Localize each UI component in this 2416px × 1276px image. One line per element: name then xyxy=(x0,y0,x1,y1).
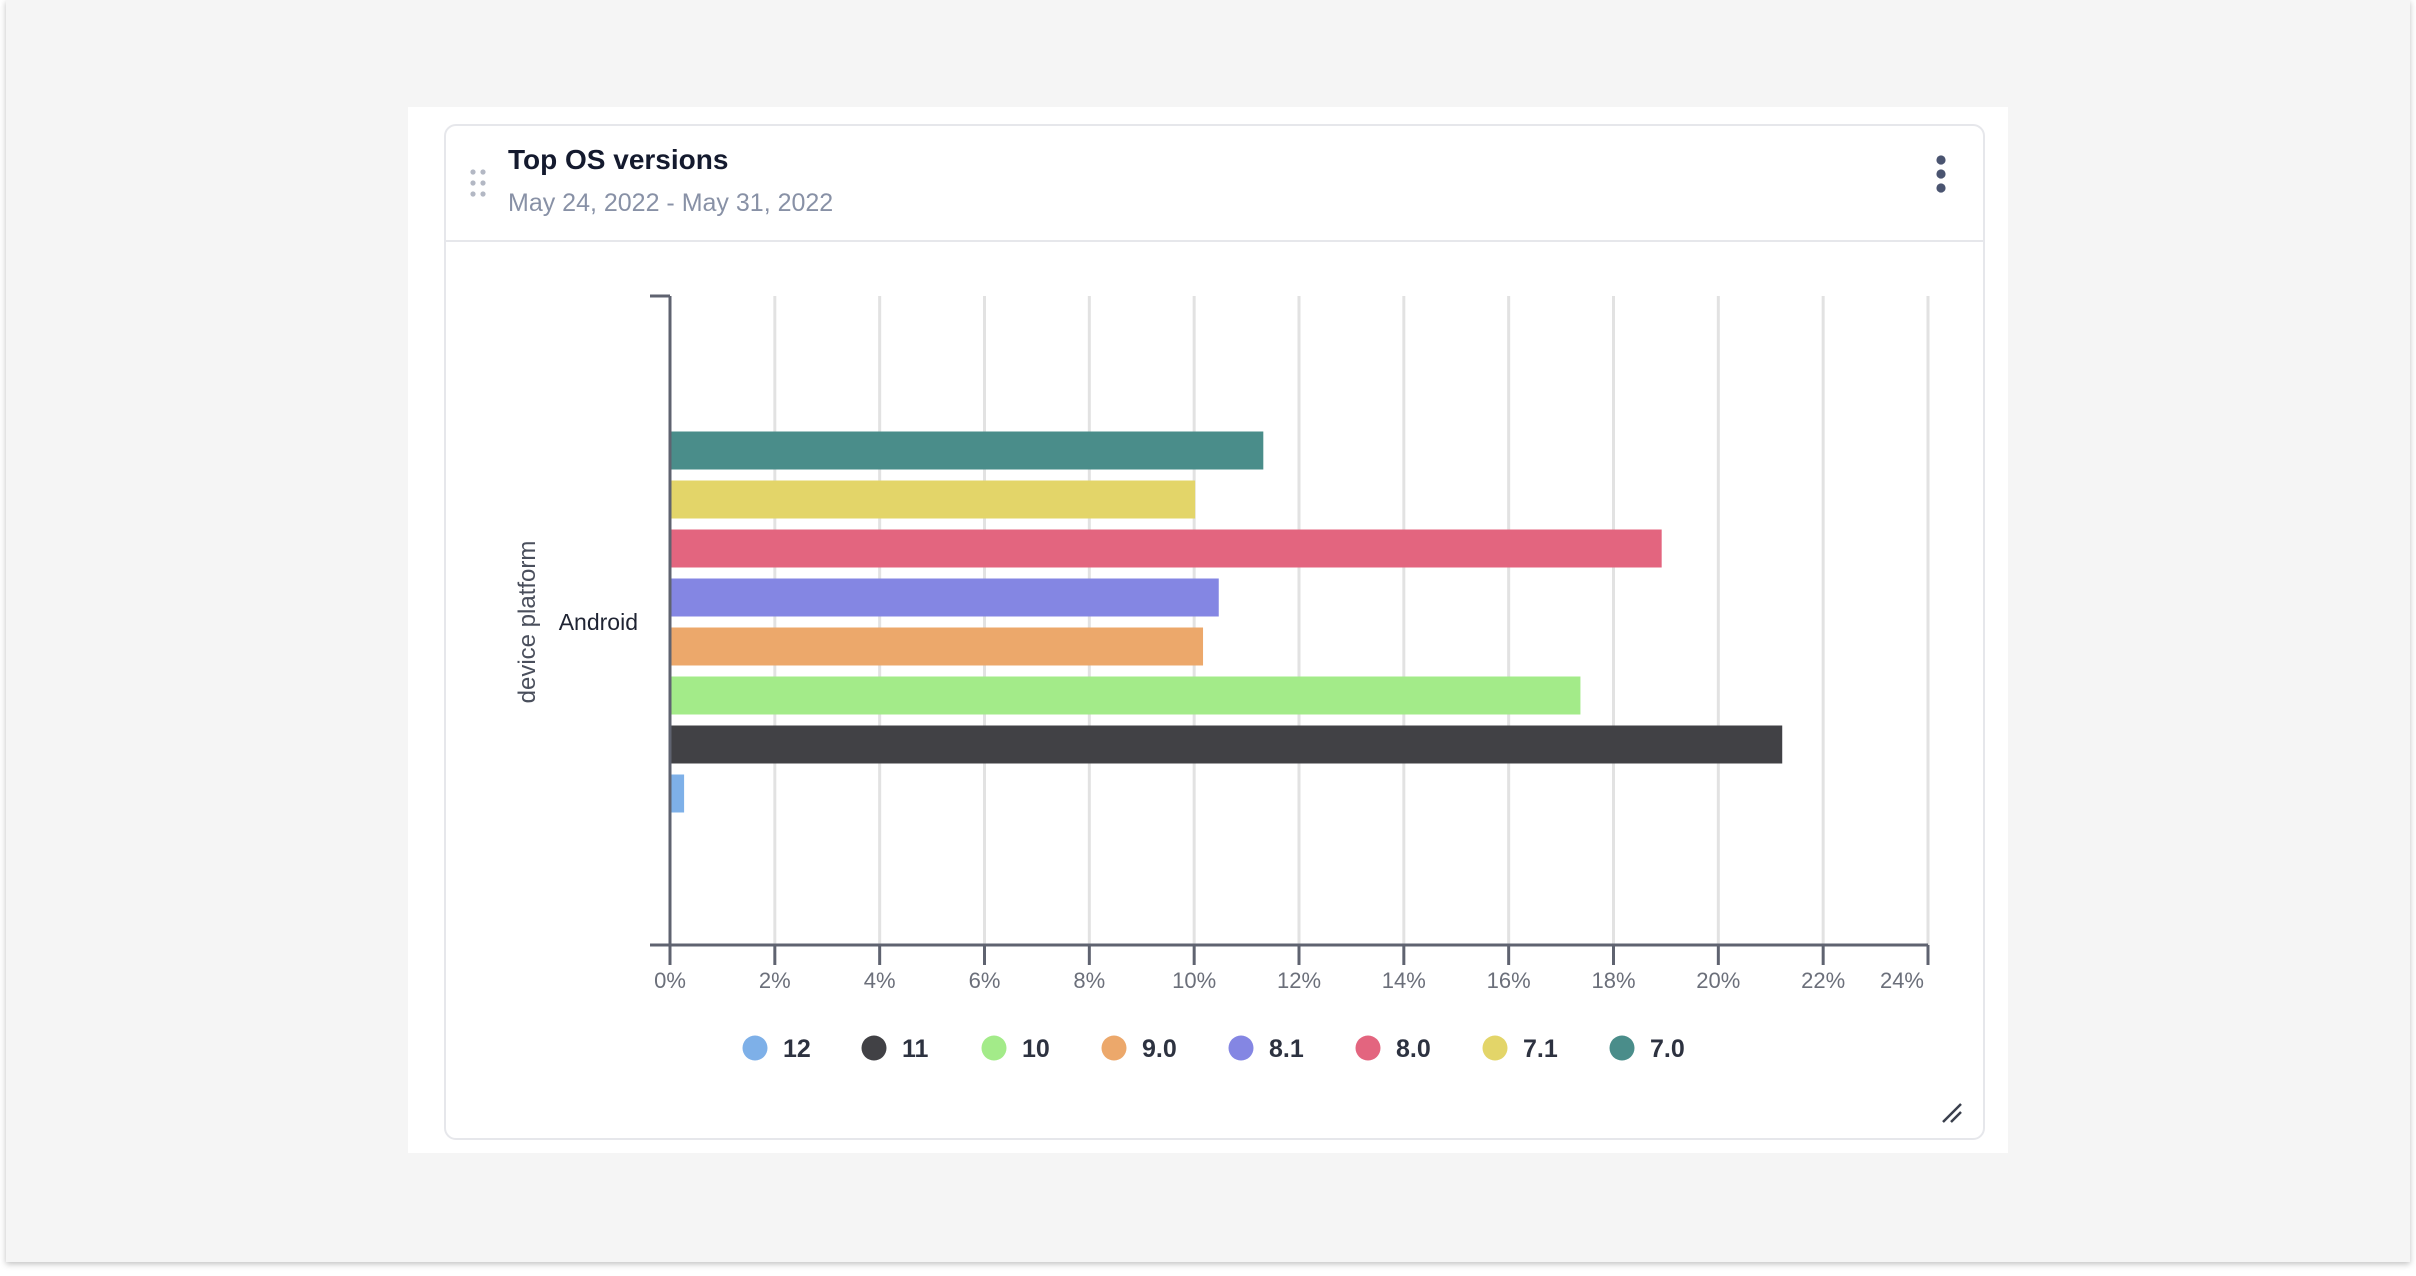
x-tick-label-20: 20% xyxy=(1696,968,1740,993)
x-tick-label-0: 0% xyxy=(654,968,686,993)
legend-swatch-12 xyxy=(742,1035,768,1061)
bar-7-0 xyxy=(671,431,1264,470)
legend-label-8-0: 8.0 xyxy=(1396,1035,1431,1063)
x-tick-label-4: 4% xyxy=(864,968,896,993)
x-tick-label-14: 14% xyxy=(1382,968,1426,993)
legend-label-10: 10 xyxy=(1022,1035,1050,1063)
legend-swatch-10 xyxy=(981,1035,1007,1061)
x-tick-label-22: 22% xyxy=(1801,968,1845,993)
x-tick-label-8: 8% xyxy=(1073,968,1105,993)
legend-label-8-1: 8.1 xyxy=(1269,1035,1304,1063)
bar-11 xyxy=(671,725,1783,764)
legend-swatch-9-0 xyxy=(1101,1035,1127,1061)
legend-swatch-7-0 xyxy=(1609,1035,1635,1061)
legend-label-7-1: 7.1 xyxy=(1523,1035,1558,1063)
drag-handle-icon[interactable] xyxy=(469,168,487,198)
x-tick-label-2: 2% xyxy=(759,968,791,993)
bar-7-1 xyxy=(671,480,1196,519)
bar-12 xyxy=(671,774,685,813)
legend-swatch-7-1 xyxy=(1482,1035,1508,1061)
legend-label-12: 12 xyxy=(783,1035,811,1063)
resize-handle-icon[interactable] xyxy=(1941,1102,1963,1124)
bar-9-0 xyxy=(671,627,1204,666)
x-tick-label-16: 16% xyxy=(1487,968,1531,993)
legend-swatch-8-1 xyxy=(1228,1035,1254,1061)
card-header: Top OS versions May 24, 2022 - May 31, 2… xyxy=(446,126,1983,242)
legend-label-9-0: 9.0 xyxy=(1142,1035,1177,1063)
legend-label-11: 11 xyxy=(902,1035,929,1063)
x-tick-label-18: 18% xyxy=(1591,968,1635,993)
legend-swatch-8-0 xyxy=(1355,1035,1381,1061)
bar-8-1 xyxy=(671,578,1219,617)
x-tick-label-24: 24% xyxy=(1880,968,1924,993)
y-axis-title: device platform xyxy=(514,541,541,704)
more-options-icon[interactable] xyxy=(1929,154,1953,198)
x-tick-label-6: 6% xyxy=(969,968,1001,993)
card-title: Top OS versions xyxy=(508,144,729,175)
date-range: May 24, 2022 - May 31, 2022 xyxy=(508,189,834,217)
bar-10 xyxy=(671,676,1581,715)
legend-swatch-11 xyxy=(861,1035,887,1061)
x-tick-label-12: 12% xyxy=(1277,968,1321,993)
legend-label-7-0: 7.0 xyxy=(1650,1035,1685,1063)
category-label-android: Android xyxy=(559,609,638,635)
x-tick-label-10: 10% xyxy=(1172,968,1216,993)
bar-8-0 xyxy=(671,529,1662,568)
